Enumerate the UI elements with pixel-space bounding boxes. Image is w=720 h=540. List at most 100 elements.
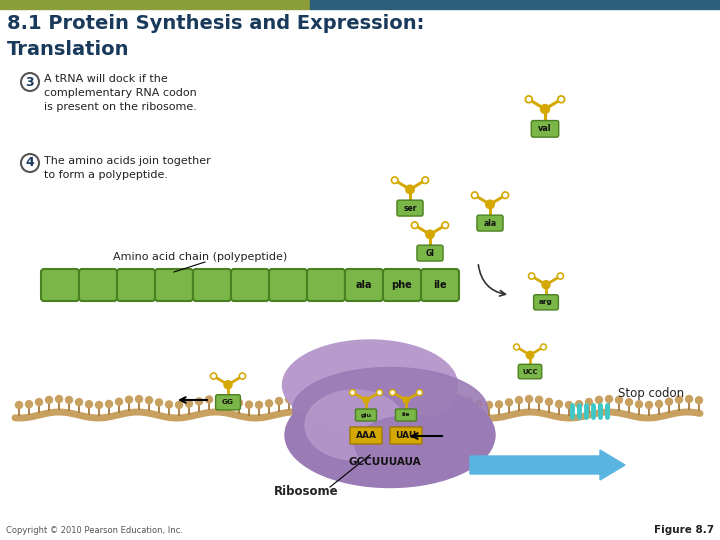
- FancyBboxPatch shape: [421, 269, 459, 301]
- Circle shape: [472, 192, 478, 199]
- Text: The amino acids join together
to form a polypeptide.: The amino acids join together to form a …: [44, 156, 211, 180]
- Circle shape: [685, 395, 693, 402]
- FancyBboxPatch shape: [397, 200, 423, 216]
- Circle shape: [585, 399, 593, 406]
- Circle shape: [196, 398, 202, 405]
- Circle shape: [626, 399, 632, 406]
- Circle shape: [595, 396, 603, 403]
- Text: Figure 8.7: Figure 8.7: [654, 525, 714, 535]
- Circle shape: [413, 224, 416, 227]
- Circle shape: [485, 401, 492, 408]
- Text: GG: GG: [222, 399, 234, 406]
- FancyBboxPatch shape: [215, 395, 240, 410]
- Ellipse shape: [282, 340, 457, 430]
- Circle shape: [186, 400, 192, 407]
- Circle shape: [556, 401, 562, 408]
- Circle shape: [286, 396, 292, 403]
- Circle shape: [559, 274, 562, 278]
- FancyBboxPatch shape: [356, 409, 377, 421]
- Circle shape: [395, 400, 402, 407]
- Circle shape: [325, 401, 333, 408]
- Circle shape: [503, 193, 507, 197]
- Circle shape: [378, 391, 381, 394]
- Circle shape: [456, 396, 462, 403]
- Circle shape: [366, 396, 372, 403]
- FancyBboxPatch shape: [417, 245, 443, 261]
- Circle shape: [542, 281, 550, 289]
- Circle shape: [156, 399, 163, 406]
- Circle shape: [616, 396, 623, 403]
- FancyBboxPatch shape: [231, 269, 269, 301]
- Circle shape: [351, 391, 354, 394]
- Circle shape: [403, 397, 409, 403]
- Circle shape: [376, 396, 382, 403]
- Circle shape: [486, 200, 494, 208]
- Circle shape: [541, 105, 549, 113]
- FancyBboxPatch shape: [518, 364, 541, 379]
- Text: val: val: [539, 124, 552, 133]
- Text: 8.1 Protein Synthesis and Expression:: 8.1 Protein Synthesis and Expression:: [7, 14, 424, 33]
- Circle shape: [205, 396, 212, 403]
- Bar: [0, 0, 310, 9]
- Circle shape: [76, 399, 83, 406]
- Circle shape: [256, 401, 263, 408]
- Text: ala: ala: [356, 280, 372, 290]
- FancyBboxPatch shape: [383, 269, 421, 301]
- Circle shape: [536, 396, 542, 403]
- Circle shape: [557, 96, 564, 103]
- Ellipse shape: [305, 390, 405, 460]
- Circle shape: [405, 401, 413, 408]
- FancyBboxPatch shape: [269, 269, 307, 301]
- Circle shape: [96, 402, 102, 408]
- Text: GCCUUUAUA: GCCUUUAUA: [348, 457, 421, 467]
- Circle shape: [16, 402, 22, 408]
- Circle shape: [115, 398, 122, 405]
- Text: ile: ile: [402, 413, 410, 417]
- Circle shape: [528, 273, 535, 279]
- FancyBboxPatch shape: [41, 269, 79, 301]
- Circle shape: [176, 401, 182, 408]
- Circle shape: [515, 346, 518, 348]
- FancyBboxPatch shape: [390, 427, 422, 444]
- Circle shape: [406, 185, 414, 194]
- Text: UAU: UAU: [395, 431, 417, 440]
- Text: UCC: UCC: [522, 368, 538, 375]
- FancyArrow shape: [470, 450, 625, 480]
- Circle shape: [240, 374, 244, 377]
- Circle shape: [305, 397, 312, 404]
- Circle shape: [224, 381, 232, 389]
- Circle shape: [426, 399, 433, 406]
- Circle shape: [525, 96, 532, 103]
- Ellipse shape: [355, 415, 475, 475]
- Circle shape: [475, 400, 482, 407]
- Circle shape: [530, 274, 534, 278]
- Circle shape: [444, 224, 447, 227]
- FancyBboxPatch shape: [477, 215, 503, 231]
- Circle shape: [135, 395, 143, 402]
- Circle shape: [390, 389, 395, 396]
- Circle shape: [655, 400, 662, 407]
- Circle shape: [502, 192, 509, 199]
- Circle shape: [436, 397, 443, 404]
- Text: glu: glu: [361, 413, 372, 417]
- Circle shape: [442, 222, 449, 228]
- Circle shape: [415, 401, 423, 408]
- FancyBboxPatch shape: [307, 269, 345, 301]
- Circle shape: [377, 389, 382, 396]
- Circle shape: [416, 389, 423, 396]
- Text: Ribosome: Ribosome: [274, 485, 338, 498]
- Text: Amino acid chain (polypeptide): Amino acid chain (polypeptide): [113, 252, 287, 262]
- Circle shape: [546, 399, 552, 406]
- Text: 4: 4: [26, 157, 35, 170]
- Text: arg: arg: [539, 299, 553, 305]
- Text: ser: ser: [403, 204, 417, 213]
- Circle shape: [86, 401, 92, 408]
- Text: 3: 3: [26, 76, 35, 89]
- Circle shape: [35, 399, 42, 406]
- Circle shape: [541, 344, 546, 350]
- Circle shape: [606, 395, 613, 402]
- Circle shape: [466, 398, 472, 405]
- Circle shape: [210, 373, 217, 379]
- Circle shape: [391, 391, 394, 394]
- Text: A tRNA will dock if the
complementary RNA codon
is present on the ribosome.: A tRNA will dock if the complementary RN…: [44, 74, 197, 112]
